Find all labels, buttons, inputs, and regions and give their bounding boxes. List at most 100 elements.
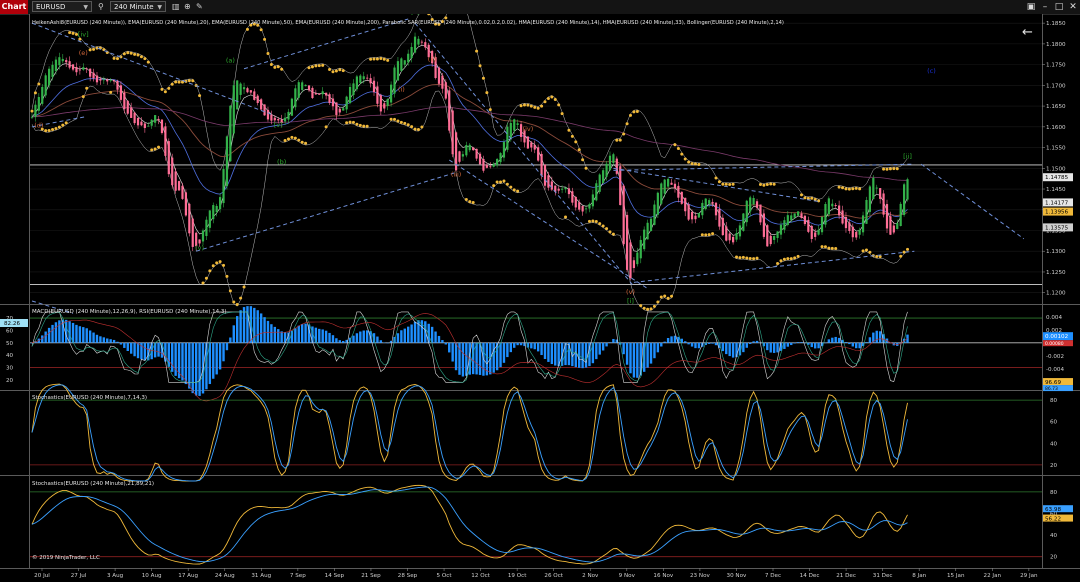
macd-histogram-bar: [102, 337, 106, 343]
psar-dot: [690, 162, 694, 166]
psar-dot: [40, 127, 44, 131]
draw-tools-icon[interactable]: ✎: [196, 2, 203, 11]
chart-area[interactable]: [iv] (e) (d) (a) [v] (b) [c] (i) (ii) (iii) (iv) (v…: [0, 14, 1080, 582]
x-axis-label: 31 Dec: [873, 573, 893, 579]
macd-histogram-bar: [567, 342, 571, 366]
psar-dot: [618, 138, 622, 142]
instrument-selector[interactable]: EURUSD ▼: [32, 1, 92, 12]
stoch-slow-panel[interactable]: [29, 476, 1042, 568]
psar-dot: [639, 304, 643, 308]
psar-dot: [841, 186, 845, 190]
chart-tab[interactable]: Chart: [0, 0, 28, 14]
macd-histogram-bar: [687, 342, 690, 345]
candle-body: [277, 119, 280, 121]
rsi-signal-line: [31, 311, 908, 383]
candle-body: [728, 233, 731, 241]
psar-dot: [724, 182, 728, 186]
minimize-icon[interactable]: –: [1042, 2, 1048, 12]
psar-dot: [85, 86, 89, 90]
psar-dot: [160, 87, 164, 91]
psar-dot: [851, 187, 855, 191]
candle-body: [660, 183, 663, 204]
psar-dot: [358, 123, 362, 127]
psar-dot: [605, 227, 609, 231]
psar-dot: [351, 120, 355, 124]
interval-selector[interactable]: 240 Minute ▼: [110, 1, 166, 12]
psar-dot: [769, 182, 773, 186]
macd-histogram-bar: [372, 333, 376, 343]
candle-body: [896, 223, 899, 229]
psar-dot: [820, 245, 824, 249]
bar-type-icon[interactable]: ▥: [172, 2, 180, 11]
back-arrow-icon[interactable]: ←: [1022, 25, 1033, 40]
candle-body: [314, 92, 317, 95]
wave-label: [i]: [627, 297, 634, 305]
macd-histogram-bar: [530, 342, 533, 349]
rsi-tag-box: [0, 319, 28, 327]
window-icon[interactable]: ▣: [1026, 2, 1036, 12]
x-axis-label: 23 Nov: [690, 573, 711, 579]
macd-histogram-bar: [355, 333, 359, 343]
candle-body: [513, 119, 516, 131]
macd-histogram-bar: [506, 342, 509, 358]
maximize-icon[interactable]: □: [1054, 2, 1064, 12]
psar-dot: [878, 255, 882, 259]
price-panel[interactable]: [29, 14, 1042, 304]
psar-dot: [540, 104, 544, 108]
zoom-icon[interactable]: ⊕: [184, 2, 191, 11]
macd-histogram-bar: [834, 336, 837, 343]
stoch-fast-panel[interactable]: [29, 391, 1042, 475]
psar-dot: [266, 51, 270, 55]
psar-dot: [133, 52, 137, 56]
candle-body: [755, 201, 759, 208]
psar-dot: [646, 307, 650, 311]
macd-histogram-bar: [605, 342, 608, 347]
psar-dot: [51, 128, 55, 132]
x-axis-label: 7 Sep: [290, 573, 306, 579]
psar-dot: [222, 263, 226, 267]
macd-histogram-bar: [58, 320, 61, 343]
macd-histogram-bar: [831, 337, 834, 343]
candle-body: [147, 125, 150, 127]
psar-dot: [776, 262, 780, 266]
trendline: [243, 18, 409, 70]
candle-body: [154, 115, 157, 123]
psar-dot: [581, 158, 585, 162]
candle-body: [540, 153, 543, 176]
macd-histogram-bar: [383, 342, 386, 344]
macd-histogram-bar: [112, 339, 116, 343]
ema-50-line: [31, 84, 908, 219]
psar-dot: [591, 219, 595, 223]
psar-dot: [287, 137, 290, 141]
candle-body: [790, 215, 793, 221]
macd-histogram-bar: [359, 331, 362, 343]
toolbar: Chart EURUSD ▼ ⚲ 240 Minute ▼ ▥ ⊕ ✎ ▣ – …: [0, 0, 1080, 15]
search-icon[interactable]: ⚲: [98, 2, 104, 11]
macd-histogram-bar: [430, 326, 434, 343]
psar-dot: [143, 57, 147, 61]
macd-tag-label: 0.00102: [1045, 334, 1068, 340]
heiken-ashi-candles: [30, 32, 909, 281]
psar-dot: [485, 91, 489, 95]
psar-dot: [670, 294, 674, 298]
psar-dot: [68, 31, 72, 35]
close-icon[interactable]: ✕: [1069, 2, 1077, 12]
macd-histogram-bar: [813, 342, 817, 349]
macd-histogram-bar: [259, 313, 263, 343]
x-axis-label: 21 Sep: [361, 573, 381, 579]
macd-histogram-bar: [495, 342, 499, 371]
macd-histogram-bar: [646, 342, 649, 368]
macd-histogram-bar: [444, 342, 448, 345]
psar-dot: [765, 182, 769, 186]
stoch-fast-axis-label: 20: [1050, 463, 1058, 469]
candle-body: [725, 226, 728, 241]
psar-dot: [478, 64, 482, 68]
macd-histogram-bar: [321, 329, 324, 343]
candle-body: [403, 60, 406, 65]
macd-histogram-bar: [848, 342, 851, 345]
psar-dot: [399, 120, 403, 124]
psar-dot: [906, 247, 910, 251]
psar-dot: [854, 186, 858, 190]
candle-body: [690, 212, 694, 220]
gridlines: [30, 22, 1042, 294]
